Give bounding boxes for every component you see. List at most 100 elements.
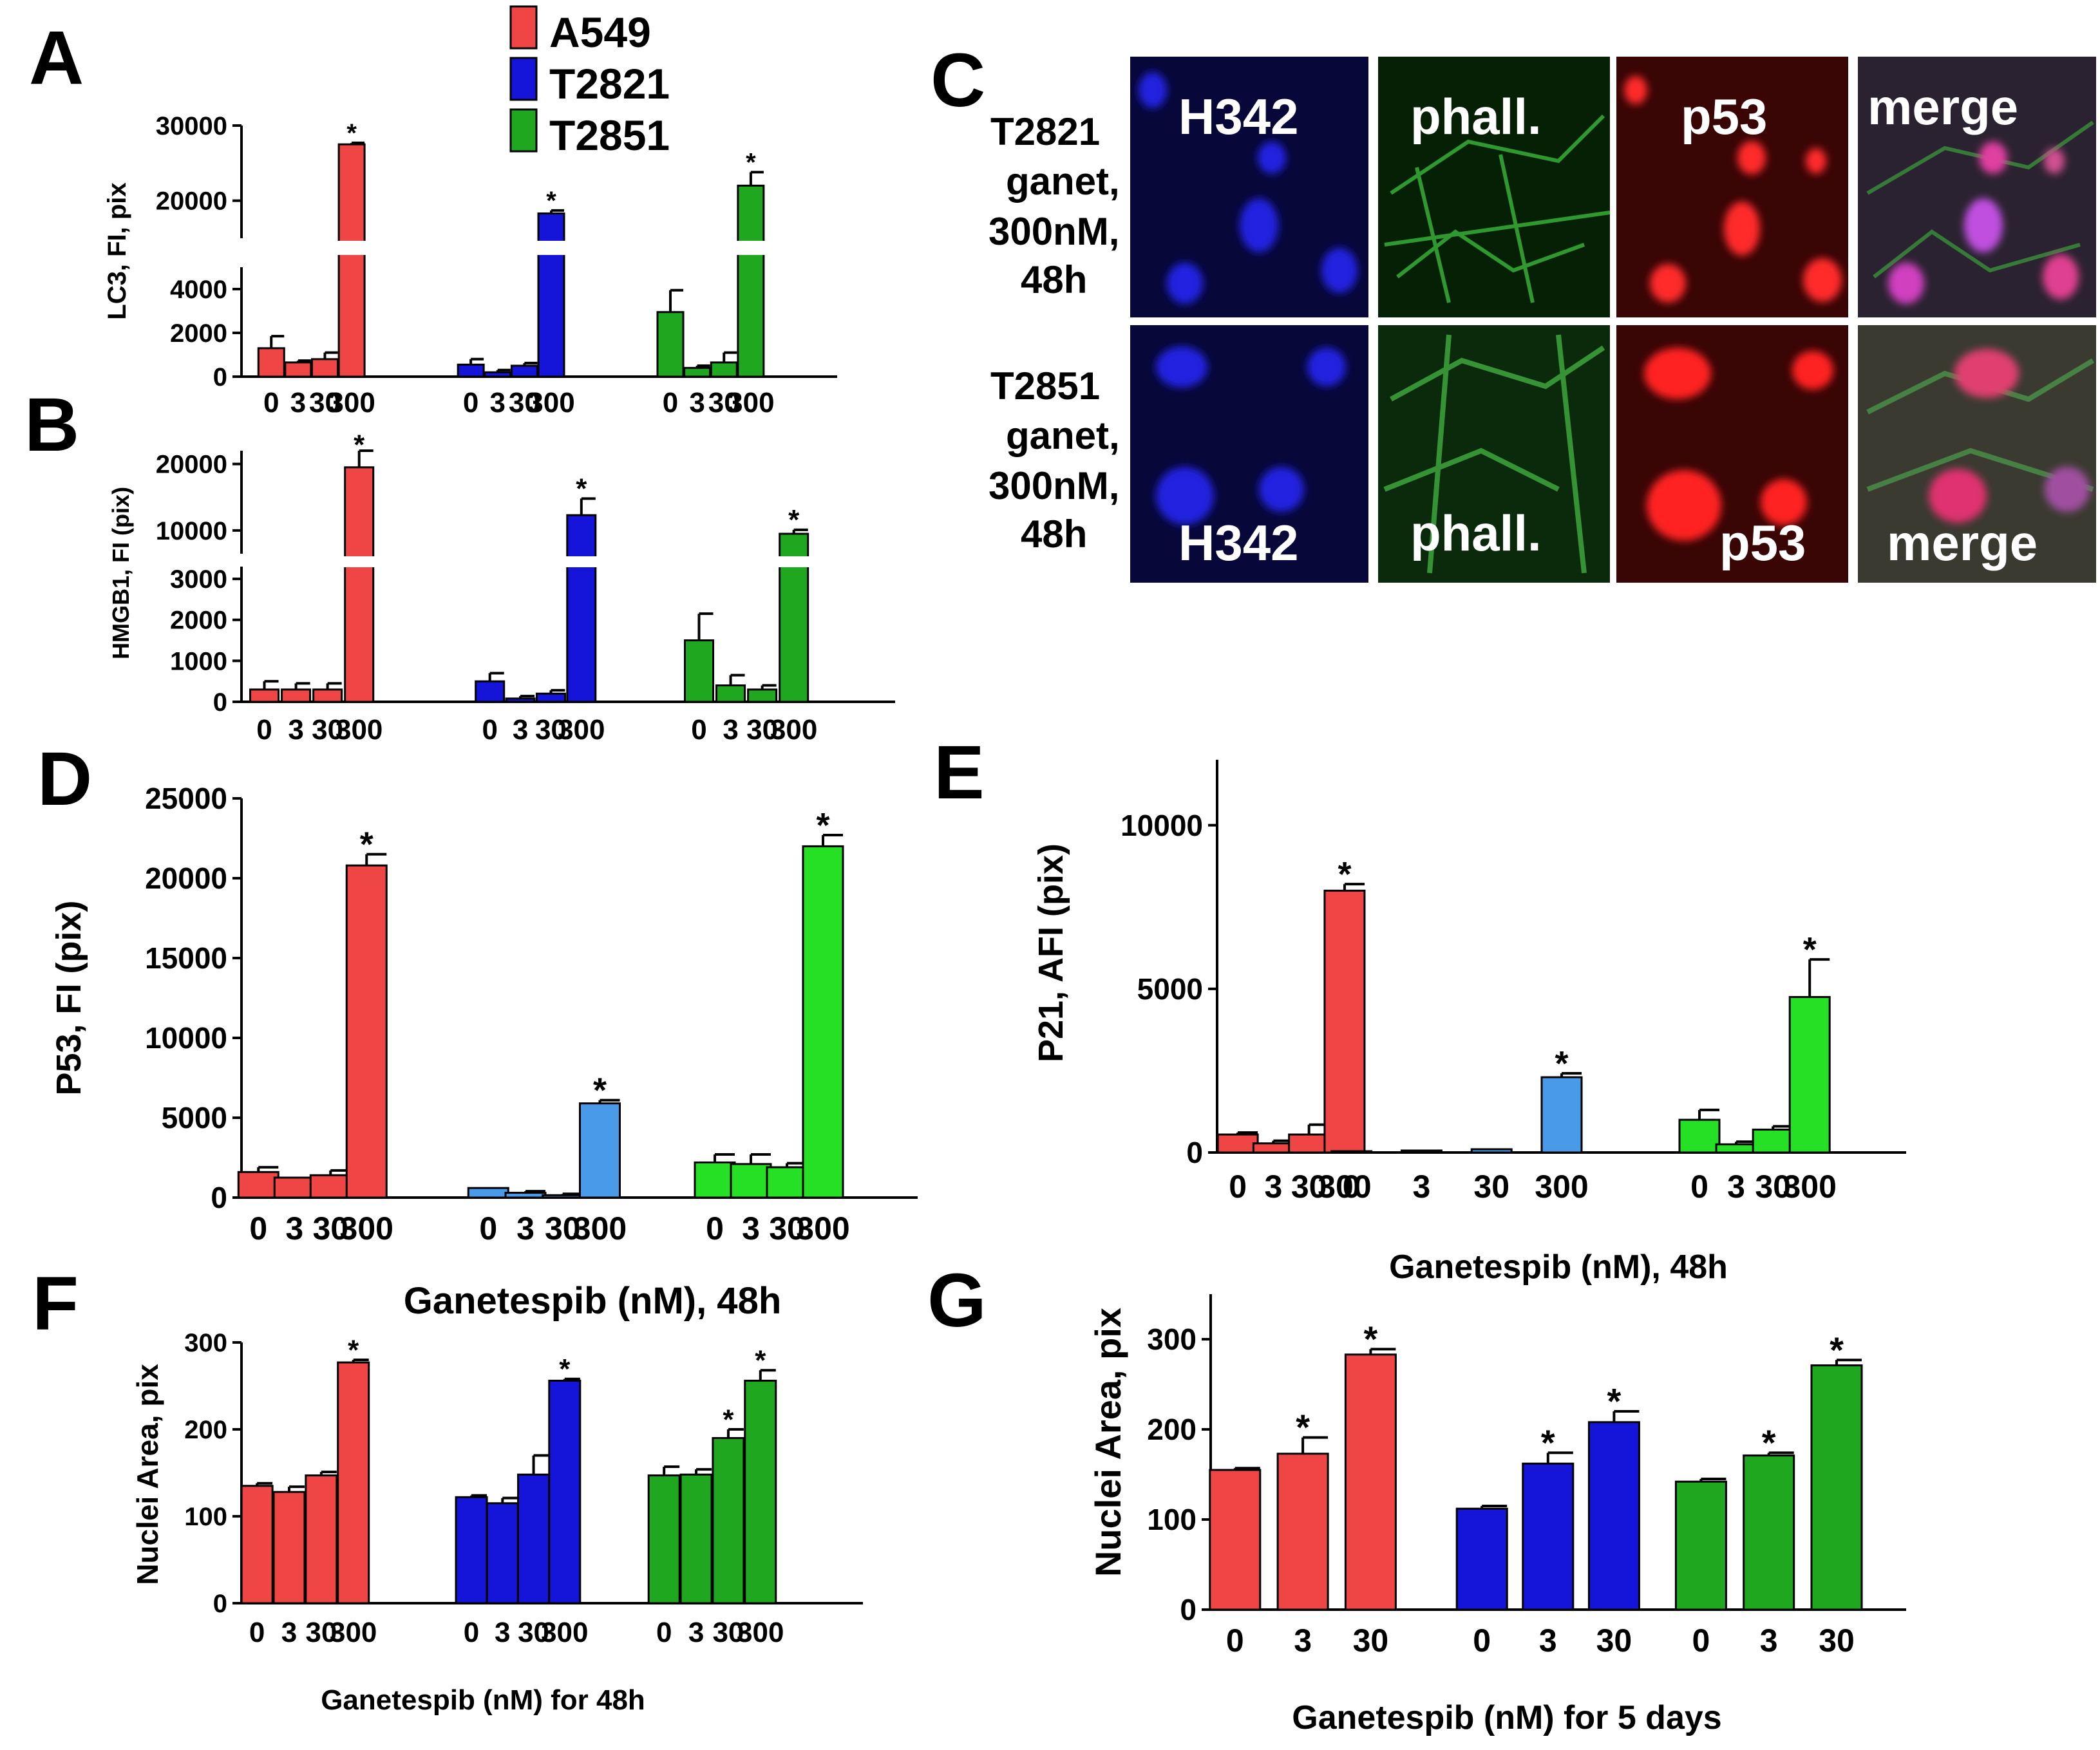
x-tick-label: 3 bbox=[290, 387, 306, 419]
bar bbox=[484, 371, 512, 378]
x-tick-label: 3 bbox=[1264, 1169, 1282, 1205]
y-axis-label: P53, FI (pix) bbox=[50, 900, 88, 1095]
x-tick-label: 300 bbox=[336, 714, 383, 746]
x-tick-label: 3 bbox=[1294, 1623, 1312, 1659]
y-tick-label: 20000 bbox=[156, 451, 227, 479]
x-tick-label: 0 bbox=[1343, 1169, 1361, 1205]
row-label-line: ganet, bbox=[1006, 160, 1120, 203]
y-tick-label: 100 bbox=[1147, 1503, 1197, 1536]
y-axis-label: Nuclei Area, pix bbox=[131, 1364, 164, 1585]
x-tick-label: 3 bbox=[742, 1210, 760, 1247]
y-tick-label: 3000 bbox=[170, 565, 227, 594]
x-tick-label: 30 bbox=[535, 714, 567, 746]
x-tick-label: 0 bbox=[482, 714, 497, 746]
panel-letter-g: G bbox=[927, 1258, 987, 1343]
bar bbox=[1209, 1469, 1262, 1611]
bar bbox=[1252, 1142, 1294, 1154]
significance-star: * bbox=[559, 1353, 571, 1385]
y-tick-label: 2000 bbox=[170, 607, 227, 635]
significance-star: * bbox=[346, 119, 357, 147]
x-tick-label: 300 bbox=[330, 1617, 377, 1648]
y-tick-label: 0 bbox=[1180, 1593, 1197, 1626]
significance-star: * bbox=[1555, 1044, 1568, 1083]
bar bbox=[281, 688, 312, 703]
bar bbox=[656, 311, 685, 378]
x-tick-label: 30 bbox=[1473, 1169, 1509, 1205]
significance-star: * bbox=[1607, 1381, 1622, 1422]
tile-p53-row2: p53 bbox=[1616, 325, 1848, 583]
x-tick-label: 300 bbox=[727, 387, 774, 419]
bar bbox=[548, 1379, 582, 1604]
y-tick-label: 1000 bbox=[170, 647, 227, 675]
chart-e: 0 5000 10000 P21, AFI (pix) Ganetespib (nM),… bbox=[1032, 760, 1906, 1286]
bar bbox=[1400, 1149, 1443, 1154]
bar bbox=[694, 1161, 736, 1199]
bar bbox=[257, 347, 285, 378]
y-tick-label: 2000 bbox=[170, 319, 227, 348]
x-tick-label: 30 bbox=[1596, 1623, 1632, 1659]
y-tick-label: 0 bbox=[213, 363, 227, 391]
y-tick-label: 5000 bbox=[1137, 972, 1203, 1006]
x-tick-label: 0 bbox=[263, 387, 279, 419]
bar bbox=[1455, 1507, 1508, 1611]
bar bbox=[345, 864, 388, 1199]
bar bbox=[537, 212, 565, 378]
bar bbox=[579, 1102, 621, 1199]
x-tick-label: 300 bbox=[770, 714, 817, 746]
bar bbox=[517, 1473, 551, 1604]
bar bbox=[647, 1474, 681, 1604]
significance-star: * bbox=[593, 1071, 607, 1110]
y-tick-label: 200 bbox=[184, 1416, 227, 1444]
x-tick-label: 30 bbox=[518, 1617, 549, 1648]
bar bbox=[510, 364, 538, 378]
bar bbox=[730, 1163, 772, 1199]
x-tick-label: 3 bbox=[285, 1210, 303, 1247]
x-tick-label: 3 bbox=[1413, 1169, 1431, 1205]
significance-star: * bbox=[348, 1334, 359, 1366]
axis-break-band bbox=[244, 241, 840, 255]
y-tick-label: 0 bbox=[211, 1181, 227, 1214]
panel-letter-b: B bbox=[24, 382, 79, 467]
bar bbox=[504, 1192, 547, 1199]
y-tick-label: 4000 bbox=[170, 276, 227, 304]
bar bbox=[467, 1187, 509, 1199]
bar bbox=[1216, 1133, 1259, 1154]
x-tick-label: 3 bbox=[495, 1617, 510, 1648]
bar bbox=[249, 688, 280, 703]
bar bbox=[766, 1166, 808, 1199]
significance-star: * bbox=[1830, 1330, 1844, 1370]
x-tick-label: 30 bbox=[1819, 1623, 1855, 1659]
bar bbox=[455, 1496, 488, 1604]
bar bbox=[1715, 1143, 1757, 1154]
x-tick-label: 3 bbox=[1760, 1623, 1778, 1659]
panel-c-row-label-2: T2851 ganet, 300nM, 48h bbox=[989, 364, 1120, 556]
y-axis-label: LC3, FI, pix bbox=[103, 182, 131, 319]
bar bbox=[305, 1474, 338, 1604]
bar bbox=[1678, 1118, 1721, 1154]
x-tick-label: 0 bbox=[656, 1617, 672, 1648]
row-label-line: T2851 bbox=[990, 364, 1100, 408]
bar bbox=[337, 143, 366, 378]
x-tick-label: 0 bbox=[1692, 1623, 1710, 1659]
bar bbox=[486, 1502, 519, 1604]
x-tick-label: 3 bbox=[288, 714, 303, 746]
bar bbox=[1330, 1150, 1373, 1154]
bar bbox=[737, 184, 765, 378]
tile-label: merge bbox=[1868, 79, 2018, 135]
bar bbox=[1288, 1133, 1330, 1154]
x-tick-label: 3 bbox=[723, 714, 738, 746]
bar bbox=[237, 1171, 279, 1199]
bar bbox=[1522, 1462, 1575, 1611]
row-label-line: T2821 bbox=[990, 110, 1100, 153]
bar bbox=[475, 680, 506, 703]
chart-title: Ganetespib (nM), 48h bbox=[404, 1280, 782, 1322]
bar bbox=[683, 366, 712, 378]
bar bbox=[309, 1174, 352, 1199]
y-axis-label: P21, AFI (pix) bbox=[1032, 843, 1070, 1062]
bar bbox=[1276, 1453, 1329, 1611]
x-tick-label: 0 bbox=[256, 714, 272, 746]
significance-star: * bbox=[788, 504, 800, 536]
